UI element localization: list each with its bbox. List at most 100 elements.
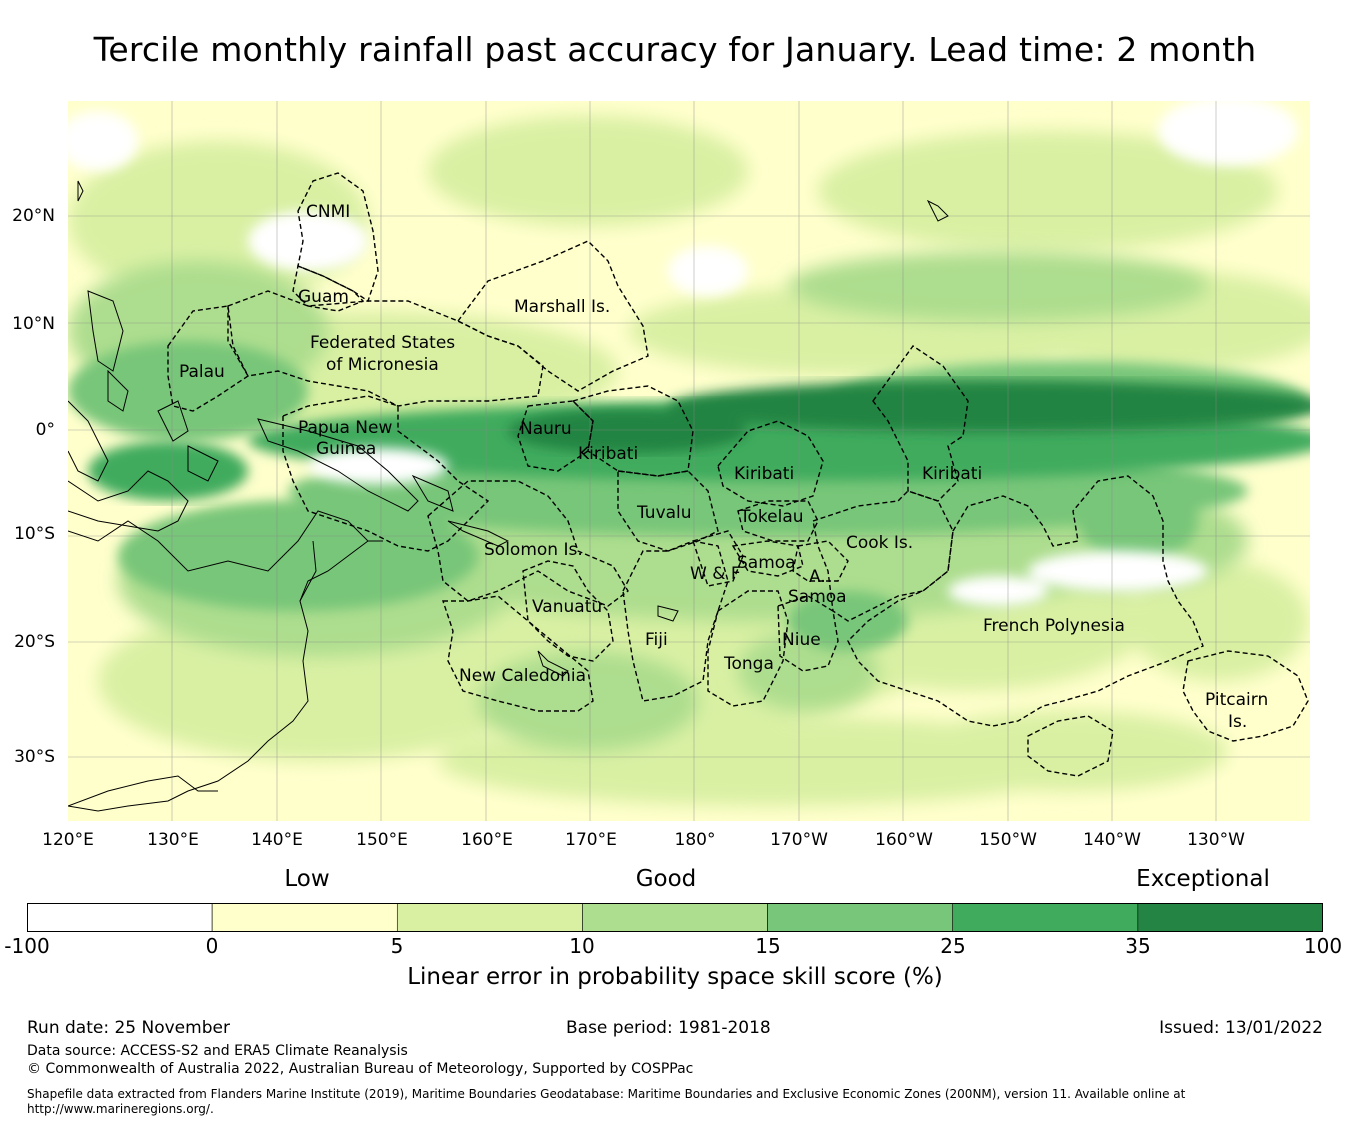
label-pitcairn-1: Pitcairn bbox=[1205, 690, 1269, 710]
eez-pitcairn bbox=[1182, 650, 1309, 742]
label-png-1: Papua New bbox=[298, 418, 393, 438]
eez-french-polynesia bbox=[847, 475, 1204, 727]
lon-tick-label: 160°W bbox=[875, 830, 933, 850]
shapefile-credit: Shapefile data extracted from Flanders M… bbox=[27, 1087, 1186, 1101]
skill-map-canvas bbox=[68, 101, 1310, 821]
label-cook: Cook Is. bbox=[846, 533, 914, 553]
eez-guam bbox=[292, 265, 365, 312]
eez-marshall bbox=[456, 240, 649, 392]
lon-tick-label: 140°E bbox=[251, 830, 303, 850]
eez-solomon bbox=[427, 480, 629, 607]
eez-tokelau bbox=[737, 500, 819, 542]
eez-samoa bbox=[731, 540, 804, 577]
label-asamoa-1: A. bbox=[809, 567, 826, 587]
lat-tick-label: 30°S bbox=[14, 747, 55, 767]
colorbar-swatch bbox=[952, 903, 1139, 932]
label-nauru: Nauru bbox=[520, 419, 572, 439]
colorbar bbox=[27, 903, 1323, 932]
colorbar-swatch bbox=[211, 903, 398, 932]
colorbar-label: Linear error in probability space skill … bbox=[407, 964, 943, 990]
colorbar-tick-label: 25 bbox=[940, 934, 966, 958]
eez-tuvalu bbox=[617, 470, 719, 552]
lon-tick-label: 140°W bbox=[1083, 830, 1141, 850]
label-guam: Guam bbox=[298, 287, 349, 307]
colorbar-category-good: Good bbox=[635, 866, 697, 892]
label-solomon: Solomon Is. bbox=[484, 540, 583, 560]
eez-kiribati-c bbox=[717, 420, 824, 507]
colorbar-outline bbox=[27, 903, 1323, 932]
shapefile-url[interactable]: http://www.marineregions.org/. bbox=[27, 1102, 214, 1116]
lon-tick-label: 180° bbox=[674, 830, 716, 850]
eez-cook bbox=[812, 490, 954, 622]
eez-new-caledonia bbox=[442, 595, 594, 712]
skill-map: CNMI Guam Marshall Is. Federated States … bbox=[68, 101, 1310, 821]
lon-tick-label: 170°W bbox=[770, 830, 828, 850]
eez-png bbox=[282, 395, 490, 552]
label-wf: W & F bbox=[690, 564, 741, 584]
label-marshall: Marshall Is. bbox=[514, 297, 611, 317]
label-cnmi: CNMI bbox=[306, 202, 351, 222]
colorbar-tick-label: 0 bbox=[205, 934, 219, 958]
lon-tick-label: 120°E bbox=[42, 830, 94, 850]
lat-tick-label: 10°N bbox=[12, 314, 55, 334]
eez-kiribati-w bbox=[571, 385, 694, 477]
colorbar-swatch bbox=[396, 903, 583, 932]
lon-tick-label: 170°E bbox=[565, 830, 617, 850]
label-pitcairn-2: Is. bbox=[1228, 712, 1248, 732]
label-vanuatu: Vanuatu bbox=[532, 597, 603, 617]
colorbar-tick-label: 35 bbox=[1125, 934, 1151, 958]
label-kiribati-c: Kiribati bbox=[734, 464, 795, 484]
coastlines bbox=[68, 180, 949, 812]
colorbar-category-exceptional: Exceptional bbox=[1136, 866, 1270, 892]
lon-tick-label: 150°E bbox=[356, 830, 408, 850]
skill-field-negative bbox=[68, 101, 1298, 606]
lat-tick-label: 20°S bbox=[14, 632, 55, 652]
colorbar-tick-label: 10 bbox=[569, 934, 595, 958]
eez-fsm bbox=[227, 290, 544, 407]
lon-tick-label: 130°E bbox=[147, 830, 199, 850]
label-french-polynesia: French Polynesia bbox=[983, 616, 1125, 636]
eez-french-polynesia-south bbox=[1027, 715, 1114, 777]
label-tonga: Tonga bbox=[724, 654, 774, 674]
label-fsm-1: Federated States bbox=[310, 333, 456, 353]
label-kiribati-e: Kiribati bbox=[922, 464, 983, 484]
eez-vanuatu bbox=[522, 560, 614, 662]
graticule bbox=[68, 101, 1310, 821]
lon-tick-label: 150°W bbox=[979, 830, 1037, 850]
map-title: Tercile monthly rainfall past accuracy f… bbox=[93, 30, 1257, 69]
label-niue: Niue bbox=[782, 630, 821, 650]
copyright: © Commonwealth of Australia 2022, Austra… bbox=[27, 1061, 694, 1077]
eez-niue bbox=[777, 595, 839, 672]
colorbar-tick-label: -100 bbox=[4, 934, 50, 958]
eez-asamoa bbox=[792, 540, 849, 582]
label-asamoa-2: Samoa bbox=[788, 587, 847, 607]
label-new-caledonia: New Caledonia bbox=[459, 666, 587, 686]
label-fsm-2: of Micronesia bbox=[326, 355, 439, 375]
lon-tick-label: 160°E bbox=[461, 830, 513, 850]
issued-date: Issued: 13/01/2022 bbox=[1159, 1018, 1323, 1038]
label-fiji: Fiji bbox=[645, 630, 668, 650]
eez-palau bbox=[167, 305, 249, 412]
lon-tick-label: 130°W bbox=[1187, 830, 1245, 850]
eez-fiji bbox=[622, 540, 729, 702]
colorbar-swatch bbox=[767, 903, 954, 932]
label-palau: Palau bbox=[179, 362, 225, 382]
lat-tick-label: 10°S bbox=[14, 524, 55, 544]
colorbar-swatch bbox=[1137, 903, 1323, 932]
lat-tick-label: 20°N bbox=[12, 206, 55, 226]
run-date: Run date: 25 November bbox=[27, 1018, 230, 1038]
colorbar-tick-label: 100 bbox=[1303, 934, 1343, 958]
label-png-2: Guinea bbox=[316, 439, 377, 459]
colorbar-swatch bbox=[27, 903, 213, 932]
data-source: Data source: ACCESS-S2 and ERA5 Climate … bbox=[27, 1043, 408, 1059]
base-period: Base period: 1981-2018 bbox=[566, 1018, 771, 1038]
label-samoa: Samoa bbox=[737, 553, 796, 573]
colorbar-tick-label: 5 bbox=[390, 934, 404, 958]
eez-kiribati-e bbox=[872, 345, 969, 502]
colorbar-tick-label: 15 bbox=[755, 934, 781, 958]
label-tuvalu: Tuvalu bbox=[637, 503, 692, 523]
eez-cnmi bbox=[297, 172, 379, 303]
eez-boundaries bbox=[167, 172, 1309, 777]
lat-tick-label: 0° bbox=[35, 420, 55, 440]
label-kiribati-w: Kiribati bbox=[578, 444, 639, 464]
